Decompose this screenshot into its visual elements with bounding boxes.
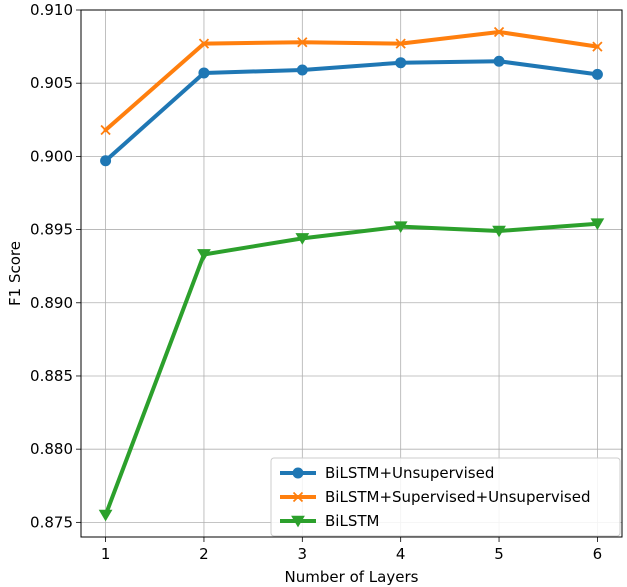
legend-item: BiLSTM+Unsupervised [280, 464, 494, 482]
series-1 [100, 55, 603, 167]
y-tick-label: 0.880 [30, 440, 73, 458]
data-point [295, 233, 310, 245]
y-axis-label: F1 Score [6, 241, 24, 306]
data-point [590, 218, 605, 231]
grid-lines [81, 9, 622, 537]
data-point [395, 57, 407, 69]
plot-frame [80, 9, 623, 538]
y-axis-ticks: 0.875 0.880 0.885 0.890 0.895 0.900 0.905 0.910 [30, 1, 81, 531]
data-point [393, 221, 408, 234]
legend-marker [291, 515, 305, 528]
legend-item: BiLSTM+Supervised+Unsupervised [280, 488, 590, 506]
legend-item: BiLSTM [280, 512, 379, 530]
series-2 [100, 26, 603, 136]
series-line [103, 221, 600, 518]
series-line [103, 59, 600, 163]
series-layer [98, 26, 605, 522]
data-point [296, 64, 308, 76]
x-axis-label: Number of Layers [285, 568, 419, 586]
x-tick-label: 1 [101, 545, 111, 563]
data-point [395, 38, 406, 49]
y-tick-label: 0.910 [30, 1, 73, 19]
data-point [100, 155, 112, 167]
legend-label: BiLSTM+Unsupervised [325, 464, 494, 482]
legend-box [270, 457, 621, 537]
series-3 [98, 218, 605, 522]
data-point [297, 37, 308, 48]
data-point [492, 225, 506, 238]
x-tick-label: 5 [494, 545, 504, 563]
series-line [103, 29, 600, 133]
data-point [493, 26, 505, 38]
legend-label: BiLSTM+Supervised+Unsupervised [325, 488, 590, 506]
y-tick-label: 0.895 [30, 221, 73, 239]
legend-marker [292, 467, 304, 479]
y-tick-label: 0.900 [30, 147, 73, 165]
data-point [197, 249, 211, 261]
y-tick-label: 0.890 [30, 294, 73, 312]
y-tick-label: 0.875 [30, 513, 73, 531]
data-point [493, 55, 505, 67]
legend: BiLSTM+Unsupervised BiLSTM+Supervised+Uns… [270, 457, 621, 537]
data-point [100, 124, 111, 136]
x-tick-label: 6 [593, 545, 603, 563]
data-point [198, 38, 210, 49]
x-tick-label: 4 [396, 545, 406, 563]
legend-label: BiLSTM [325, 512, 379, 530]
y-tick-label: 0.905 [30, 74, 73, 92]
y-tick-label: 0.885 [30, 367, 73, 385]
legend-marker [292, 491, 304, 503]
x-tick-label: 2 [199, 545, 209, 563]
data-point [198, 67, 210, 79]
x-axis-ticks: 1 2 3 4 5 6 [101, 537, 602, 563]
data-point [98, 509, 113, 522]
data-point [592, 41, 603, 52]
data-point [591, 68, 603, 80]
x-tick-label: 3 [298, 545, 308, 563]
